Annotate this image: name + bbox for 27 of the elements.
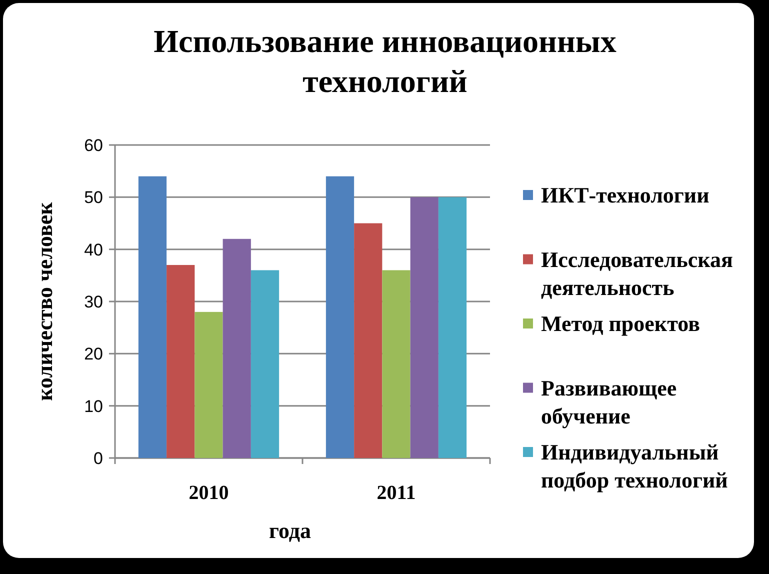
bar: [250, 270, 280, 458]
x-tick-label: 2011: [376, 482, 416, 504]
y-tick-label: 60: [84, 136, 103, 155]
bar: [354, 223, 382, 458]
y-tick-label: 0: [94, 448, 103, 468]
y-tick-label: 50: [84, 188, 103, 208]
y-axis-title: количество человек: [32, 202, 57, 401]
bar: [382, 270, 410, 458]
y-tick-label: 30: [84, 292, 103, 312]
bar: [194, 312, 223, 458]
bar: [438, 197, 467, 458]
legend-label: Развивающее обучение: [541, 375, 677, 428]
y-tick-label: 20: [84, 344, 103, 364]
y-tick-label: 40: [84, 240, 103, 260]
legend-label: Метод проектов: [541, 311, 700, 336]
bar: [222, 238, 251, 458]
x-tick-label: 2010: [188, 482, 229, 504]
legend-label: Исследовательская деятельность: [541, 246, 734, 300]
chart-title: Использование инновационных технологий: [154, 23, 616, 99]
x-axis-title: года: [269, 518, 311, 543]
bar: [138, 176, 167, 458]
bar: [166, 264, 195, 458]
legend-label: ИКТ-технологии: [541, 182, 710, 208]
legend-label: Индивидуальный подбор технологий: [541, 440, 728, 493]
bar: [326, 176, 354, 458]
y-tick-label: 10: [84, 396, 103, 416]
bar: [410, 197, 438, 458]
